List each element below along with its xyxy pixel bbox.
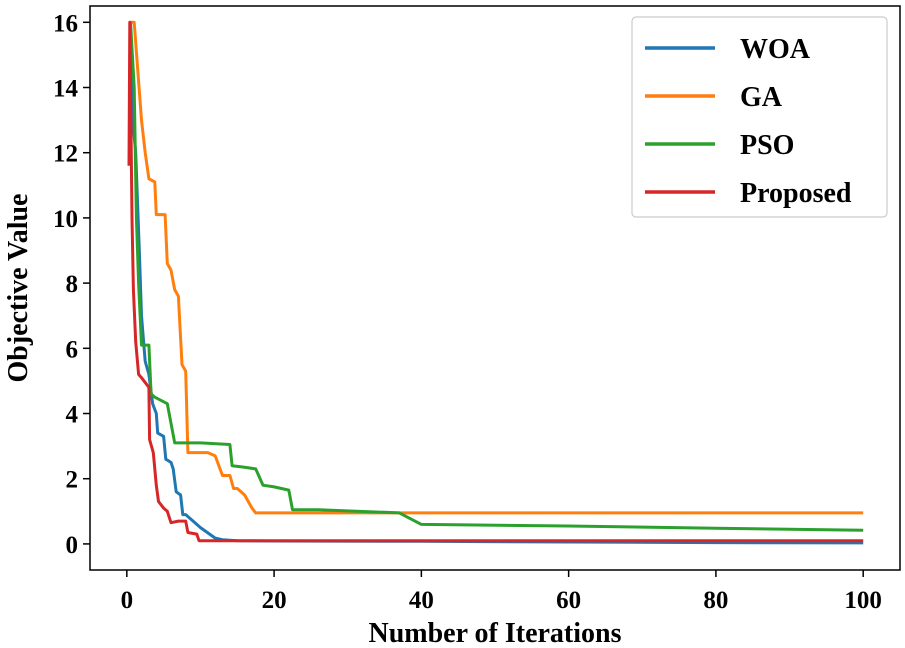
y-tick-label: 4 <box>66 402 79 429</box>
y-tick-label: 8 <box>66 271 79 298</box>
series-lines <box>127 20 864 545</box>
y-axis-ticks: 0 2 4 6 8 10 12 14 16 <box>53 10 90 559</box>
legend-label-ga: GA <box>740 82 783 113</box>
y-tick-label: 2 <box>66 467 79 494</box>
x-tick-label: 40 <box>409 587 434 614</box>
series-line-proposed <box>127 20 864 543</box>
plot-frame <box>89 5 901 571</box>
x-tick-label: 60 <box>556 587 581 614</box>
legend-frame <box>631 16 888 218</box>
legend-label-woa: WOA <box>740 34 811 65</box>
x-tick-label: 20 <box>262 587 287 614</box>
x-tick-label: 0 <box>121 587 134 614</box>
y-tick-label: 16 <box>53 10 78 37</box>
y-tick-label: 6 <box>66 336 79 363</box>
x-axis-ticks: 0 20 40 60 80 100 <box>121 570 882 614</box>
x-tick-label: 100 <box>844 587 882 614</box>
y-tick-label: 14 <box>53 76 79 103</box>
y-tick-label: 12 <box>53 141 78 168</box>
series-line-ga <box>130 20 864 515</box>
legend-label-pso: PSO <box>740 130 794 161</box>
x-axis-label: Number of Iterations <box>368 618 621 648</box>
y-axis-label: Objective Value <box>3 194 34 383</box>
x-tick-label: 80 <box>703 587 728 614</box>
series-line-pso <box>129 22 864 532</box>
y-tick-label: 10 <box>53 206 78 233</box>
legend: WOA GA PSO Proposed <box>631 16 888 218</box>
y-tick-label: 0 <box>66 532 79 559</box>
legend-label-proposed: Proposed <box>740 178 852 209</box>
